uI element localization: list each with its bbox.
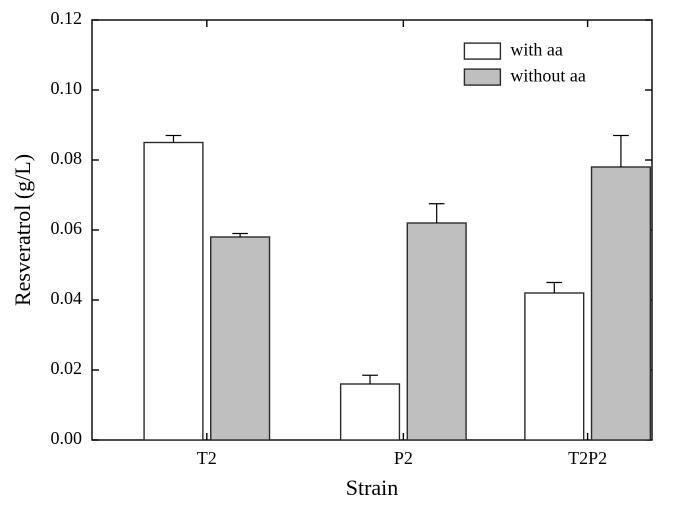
y-tick-label: 0.04 xyxy=(51,288,83,308)
y-tick-label: 0.00 xyxy=(51,428,83,448)
y-tick-label: 0.08 xyxy=(51,148,83,168)
y-tick-label: 0.02 xyxy=(51,358,83,378)
y-axis-title: Resveratrol (g/L) xyxy=(10,154,35,306)
bar-with_aa xyxy=(144,143,203,441)
y-tick-label: 0.10 xyxy=(51,78,83,98)
x-tick-label: T2P2 xyxy=(568,448,607,468)
x-tick-label: T2 xyxy=(197,448,217,468)
legend-label-with_aa: with aa xyxy=(510,40,562,60)
legend-swatch-with_aa xyxy=(464,43,500,59)
bar-with_aa xyxy=(525,293,584,440)
bar-chart: 0.000.020.040.060.080.100.12T2P2T2P2Stra… xyxy=(0,0,684,515)
bar-with_aa xyxy=(341,384,400,440)
y-tick-label: 0.06 xyxy=(51,218,83,238)
x-axis-title: Strain xyxy=(346,475,399,500)
legend-label-without_aa: without aa xyxy=(510,66,585,86)
x-tick-label: P2 xyxy=(394,448,413,468)
bar-without_aa xyxy=(592,167,651,440)
bar-without_aa xyxy=(407,223,466,440)
bar-without_aa xyxy=(211,237,270,440)
y-tick-label: 0.12 xyxy=(51,8,83,28)
legend-swatch-without_aa xyxy=(464,69,500,85)
